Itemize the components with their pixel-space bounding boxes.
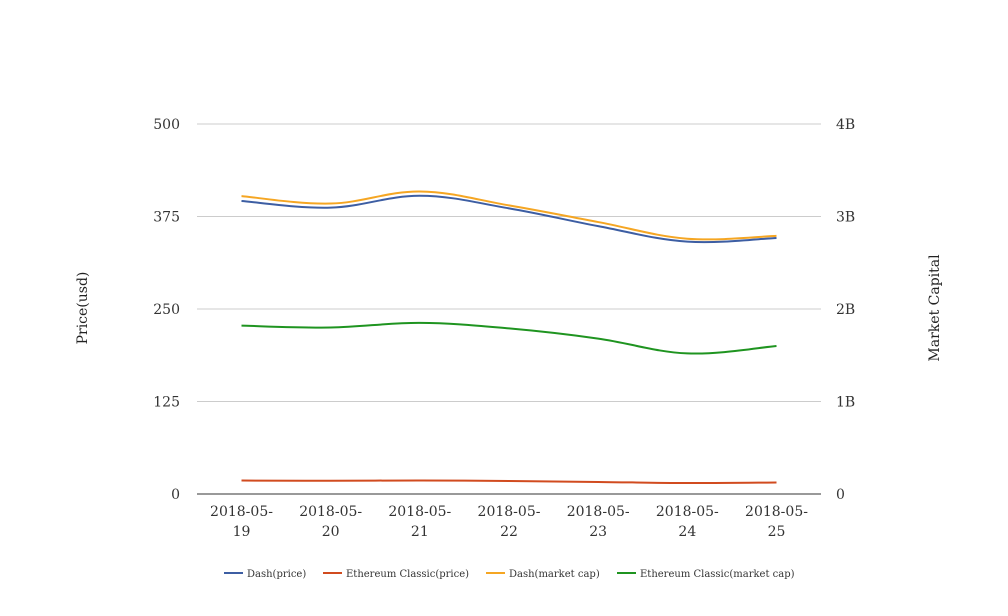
x-tick-label: 2018-05-24 xyxy=(656,504,719,540)
legend-label: Dash(market cap) xyxy=(509,569,600,580)
legend-label: Ethereum Classic(market cap) xyxy=(640,569,795,580)
y-left-axis-title: Price(usd) xyxy=(75,272,91,345)
series-lines xyxy=(241,190,777,485)
axes: 0 0 125 1B 250 2B 375 3B 500 4B 2018-05-19 2018-05-… xyxy=(75,117,943,540)
y-right-axis-title: Market Capital xyxy=(927,254,943,362)
y-left-tick-label: 0 xyxy=(171,487,180,503)
y-left-tick-label: 125 xyxy=(153,395,180,411)
series-line-1 xyxy=(241,479,777,485)
series-line-2 xyxy=(241,190,777,241)
x-tick-label: 2018-05-22 xyxy=(478,504,541,540)
x-tick-label: 2018-05-25 xyxy=(745,504,808,540)
grid-lines xyxy=(197,123,821,402)
legend-label: Ethereum Classic(price) xyxy=(346,569,469,580)
y-right-tick-label: 2B xyxy=(836,302,855,318)
x-tick-label: 2018-05-20 xyxy=(299,504,362,540)
y-left-tick-label: 500 xyxy=(153,117,180,133)
series-line-0 xyxy=(241,194,777,244)
y-right-tick-label: 0 xyxy=(836,487,845,503)
x-tick-label: 2018-05-23 xyxy=(567,504,630,540)
legend-label: Dash(price) xyxy=(247,569,306,580)
x-tick-label: 2018-05-21 xyxy=(388,504,451,540)
y-right-tick-label: 3B xyxy=(836,210,855,226)
legend: Dash(price) Ethereum Classic(price) Dash(m… xyxy=(224,569,795,580)
y-left-tick-label: 375 xyxy=(153,210,180,226)
y-right-tick-label: 1B xyxy=(836,395,855,411)
y-left-tick-label: 250 xyxy=(153,302,180,318)
y-right-tick-label: 4B xyxy=(836,117,855,133)
series-line-3 xyxy=(241,321,777,355)
x-tick-label: 2018-05-19 xyxy=(210,504,273,540)
